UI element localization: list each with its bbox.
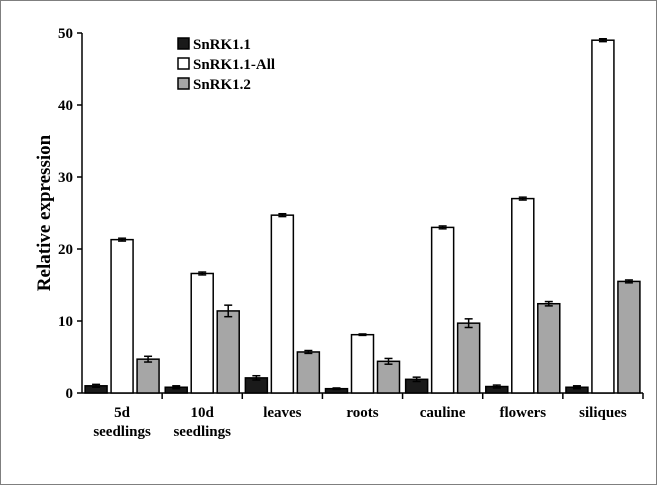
bar-snrk1-1-all [270, 214, 295, 394]
x-tick-label: 10d [191, 405, 215, 421]
x-tick-label: seedlings [173, 424, 231, 440]
bar-snrk1-1-all [591, 39, 615, 394]
bars [84, 38, 641, 394]
bar-snrk1-2 [376, 360, 401, 394]
bar-snrk1-2 [136, 358, 160, 394]
legend: SnRK1.1 SnRK1.1-All SnRK1.2 [177, 37, 275, 93]
bar-snrk1-2 [216, 310, 240, 394]
x-tick-label: flowers [499, 405, 546, 421]
x-tick-label: seedlings [93, 424, 151, 440]
y-tick-label: 0 [66, 386, 74, 402]
bar-snrk1-2 [456, 322, 481, 394]
y-tick-label: 10 [58, 314, 73, 330]
bar-snrk1-2 [617, 280, 641, 394]
y-tick-label: 50 [58, 26, 73, 42]
bar-snrk1-1-all [430, 226, 455, 394]
legend-swatch [177, 57, 190, 70]
x-tick-label: 5d [114, 405, 131, 421]
x-tick-label: leaves [263, 405, 301, 421]
bar-snrk1-1-all [350, 333, 375, 394]
legend-swatch [177, 77, 190, 90]
legend-label: SnRK1.1 [193, 37, 251, 53]
y-tick-label: 30 [58, 170, 73, 186]
y-tick-label: 20 [58, 242, 73, 258]
bar-snrk1-1-all [190, 272, 214, 394]
bar-snrk1-1-all [110, 238, 134, 394]
x-tick-label: roots [346, 405, 378, 421]
y-tick-label: 40 [58, 98, 73, 114]
bar-snrk1-2 [296, 351, 321, 394]
legend-swatch [177, 37, 190, 50]
legend-label: SnRK1.1-All [193, 57, 275, 73]
bar-snrk1-1-all [511, 197, 535, 394]
bar-snrk1-2 [537, 302, 561, 394]
x-tick-label: cauline [420, 405, 466, 421]
x-tick-label: siliques [579, 405, 627, 421]
legend-label: SnRK1.2 [193, 77, 251, 93]
y-axis-title: Relative expression [34, 134, 55, 291]
